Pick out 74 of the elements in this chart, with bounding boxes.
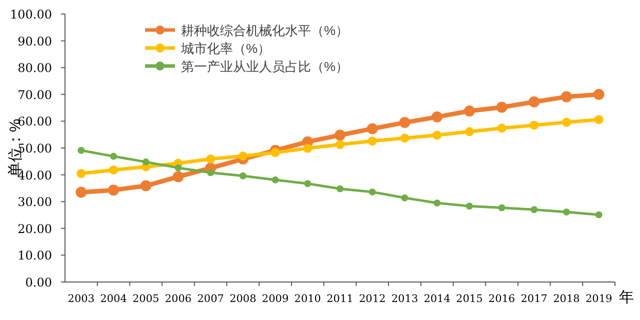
point [272,176,279,184]
point [496,102,508,113]
point [530,120,539,130]
point [238,152,248,161]
y-tick-label: 90.00 [18,34,52,48]
x-tick-label: 2017 [520,293,548,305]
point [530,206,538,214]
point [400,134,410,143]
point [334,130,346,141]
x-tick-label: 2014 [424,293,451,305]
point [174,164,182,172]
x-tick-label: 2012 [358,293,386,305]
point [528,96,540,108]
point [270,148,280,158]
legend-label: 耕种收综合机械化水平（%） [181,23,349,38]
point [336,140,344,150]
point [594,115,604,124]
point [304,180,312,188]
point [399,117,410,128]
x-tick-label: 2011 [326,293,354,305]
x-tick-label: 2015 [456,293,483,305]
x-tick-label: 2006 [164,293,192,305]
point [76,168,86,178]
point [497,124,506,133]
legend-label: 第一产业从业人员占比（%） [181,59,349,74]
point [76,186,87,198]
point [432,130,442,140]
point [562,118,571,127]
x-tick-label: 2009 [262,293,289,305]
point [303,144,312,153]
point [593,88,604,100]
y-tick-label: 0.00 [25,276,52,290]
y-tick-label: 10.00 [18,248,52,263]
point [108,184,120,196]
x-tick-label: 2010 [294,293,322,305]
point [207,169,214,176]
point [434,199,441,206]
point [366,123,378,134]
point [560,91,572,102]
point [206,154,216,164]
y-tick-label: 30.00 [18,195,52,210]
point [562,208,570,216]
point [401,194,408,202]
point [140,180,152,192]
y-tick-label: 20.00 [18,222,52,236]
point [110,152,118,160]
x-tick-label: 2003 [68,293,95,305]
x-tick-label: 2016 [488,293,516,305]
x-tick-label: 2019 [585,293,612,305]
x-axis-title: 年 [619,289,634,306]
point [464,127,474,136]
point [432,111,443,122]
point [336,185,344,192]
point [142,158,150,166]
point [498,204,506,212]
point [109,165,118,174]
legend-label: 城市化率（%） [180,41,271,56]
point [368,136,377,146]
point [464,106,475,117]
y-tick-label: 100.00 [10,8,52,22]
point [368,188,376,196]
x-tick-label: 2018 [553,293,580,305]
x-tick-label: 2013 [391,293,418,305]
point [466,202,473,210]
x-tick-label: 2004 [100,293,128,305]
point [172,171,184,182]
point [78,146,85,154]
y-tick-label: 80.00 [18,61,52,76]
x-tick-label: 2008 [230,293,256,305]
point [239,172,246,180]
x-tick-label: 2007 [197,293,224,305]
x-tick-label: 2005 [132,293,160,305]
y-tick-label: 70.00 [18,88,52,102]
point [595,211,602,218]
